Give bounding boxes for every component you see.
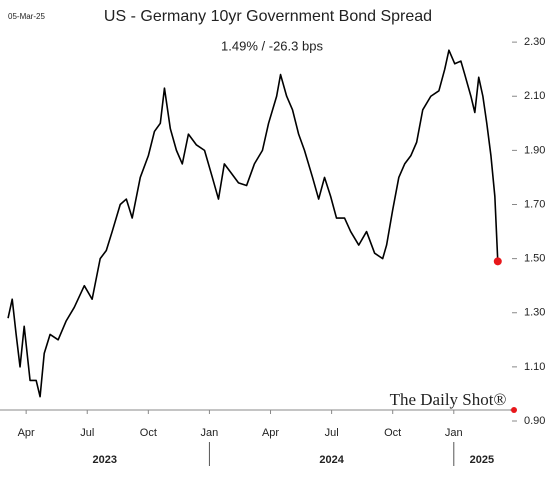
- y-tick-label: 1.30: [524, 307, 545, 319]
- chart-title: US - Germany 10yr Government Bond Spread: [104, 8, 432, 25]
- year-label: 2023: [92, 454, 116, 466]
- x-tick-label: Apr: [262, 427, 279, 439]
- x-tick-label: Jul: [80, 427, 94, 439]
- x-tick-label: Apr: [18, 427, 35, 439]
- y-tick-label: 1.90: [524, 144, 545, 156]
- x-tick-label: Jan: [445, 427, 463, 439]
- x-tick-label: Oct: [384, 427, 401, 439]
- y-tick-label: 2.10: [524, 90, 545, 102]
- date: 05-Mar-25: [8, 12, 45, 21]
- last-point: [493, 257, 502, 266]
- x-tick-label: Jan: [201, 427, 219, 439]
- x-tick-label: Jul: [325, 427, 339, 439]
- year-label: 2025: [470, 454, 494, 466]
- y-tick-label: 0.90: [524, 415, 545, 427]
- brand-dot: [511, 407, 517, 413]
- y-tick-label: 1.70: [524, 198, 545, 210]
- year-label: 2024: [319, 454, 344, 466]
- source: The Daily Shot®: [390, 390, 507, 409]
- y-tick-label: 1.10: [524, 361, 545, 373]
- chart-subtitle: 1.49% / -26.3 bps: [221, 38, 323, 53]
- x-tick-label: Oct: [140, 427, 157, 439]
- y-tick-label: 2.30: [524, 36, 545, 48]
- series-line: [7, 49, 499, 398]
- y-tick-label: 1.50: [524, 253, 545, 265]
